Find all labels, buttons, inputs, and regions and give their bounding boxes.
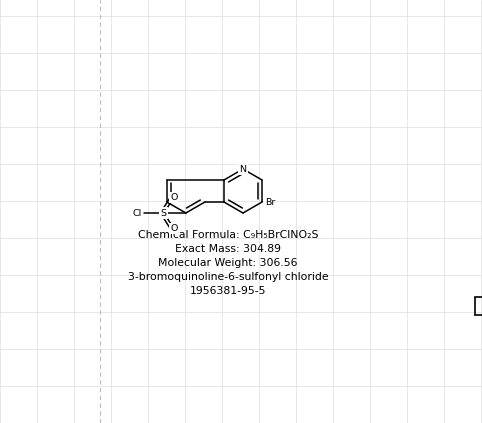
Text: Chemical Formula: C₉H₅BrClNO₂S: Chemical Formula: C₉H₅BrClNO₂S bbox=[138, 230, 318, 240]
Text: Exact Mass: 304.89: Exact Mass: 304.89 bbox=[175, 244, 281, 254]
Text: Cl: Cl bbox=[133, 209, 142, 217]
Text: N: N bbox=[240, 165, 246, 173]
Text: 1956381-95-5: 1956381-95-5 bbox=[190, 286, 266, 296]
Text: Br: Br bbox=[265, 198, 275, 206]
Text: O: O bbox=[170, 224, 177, 233]
Text: O: O bbox=[170, 193, 177, 202]
Text: S: S bbox=[161, 209, 167, 217]
Text: Molecular Weight: 306.56: Molecular Weight: 306.56 bbox=[158, 258, 298, 268]
Text: 3-bromoquinoline-6-sulfonyl chloride: 3-bromoquinoline-6-sulfonyl chloride bbox=[128, 272, 328, 282]
